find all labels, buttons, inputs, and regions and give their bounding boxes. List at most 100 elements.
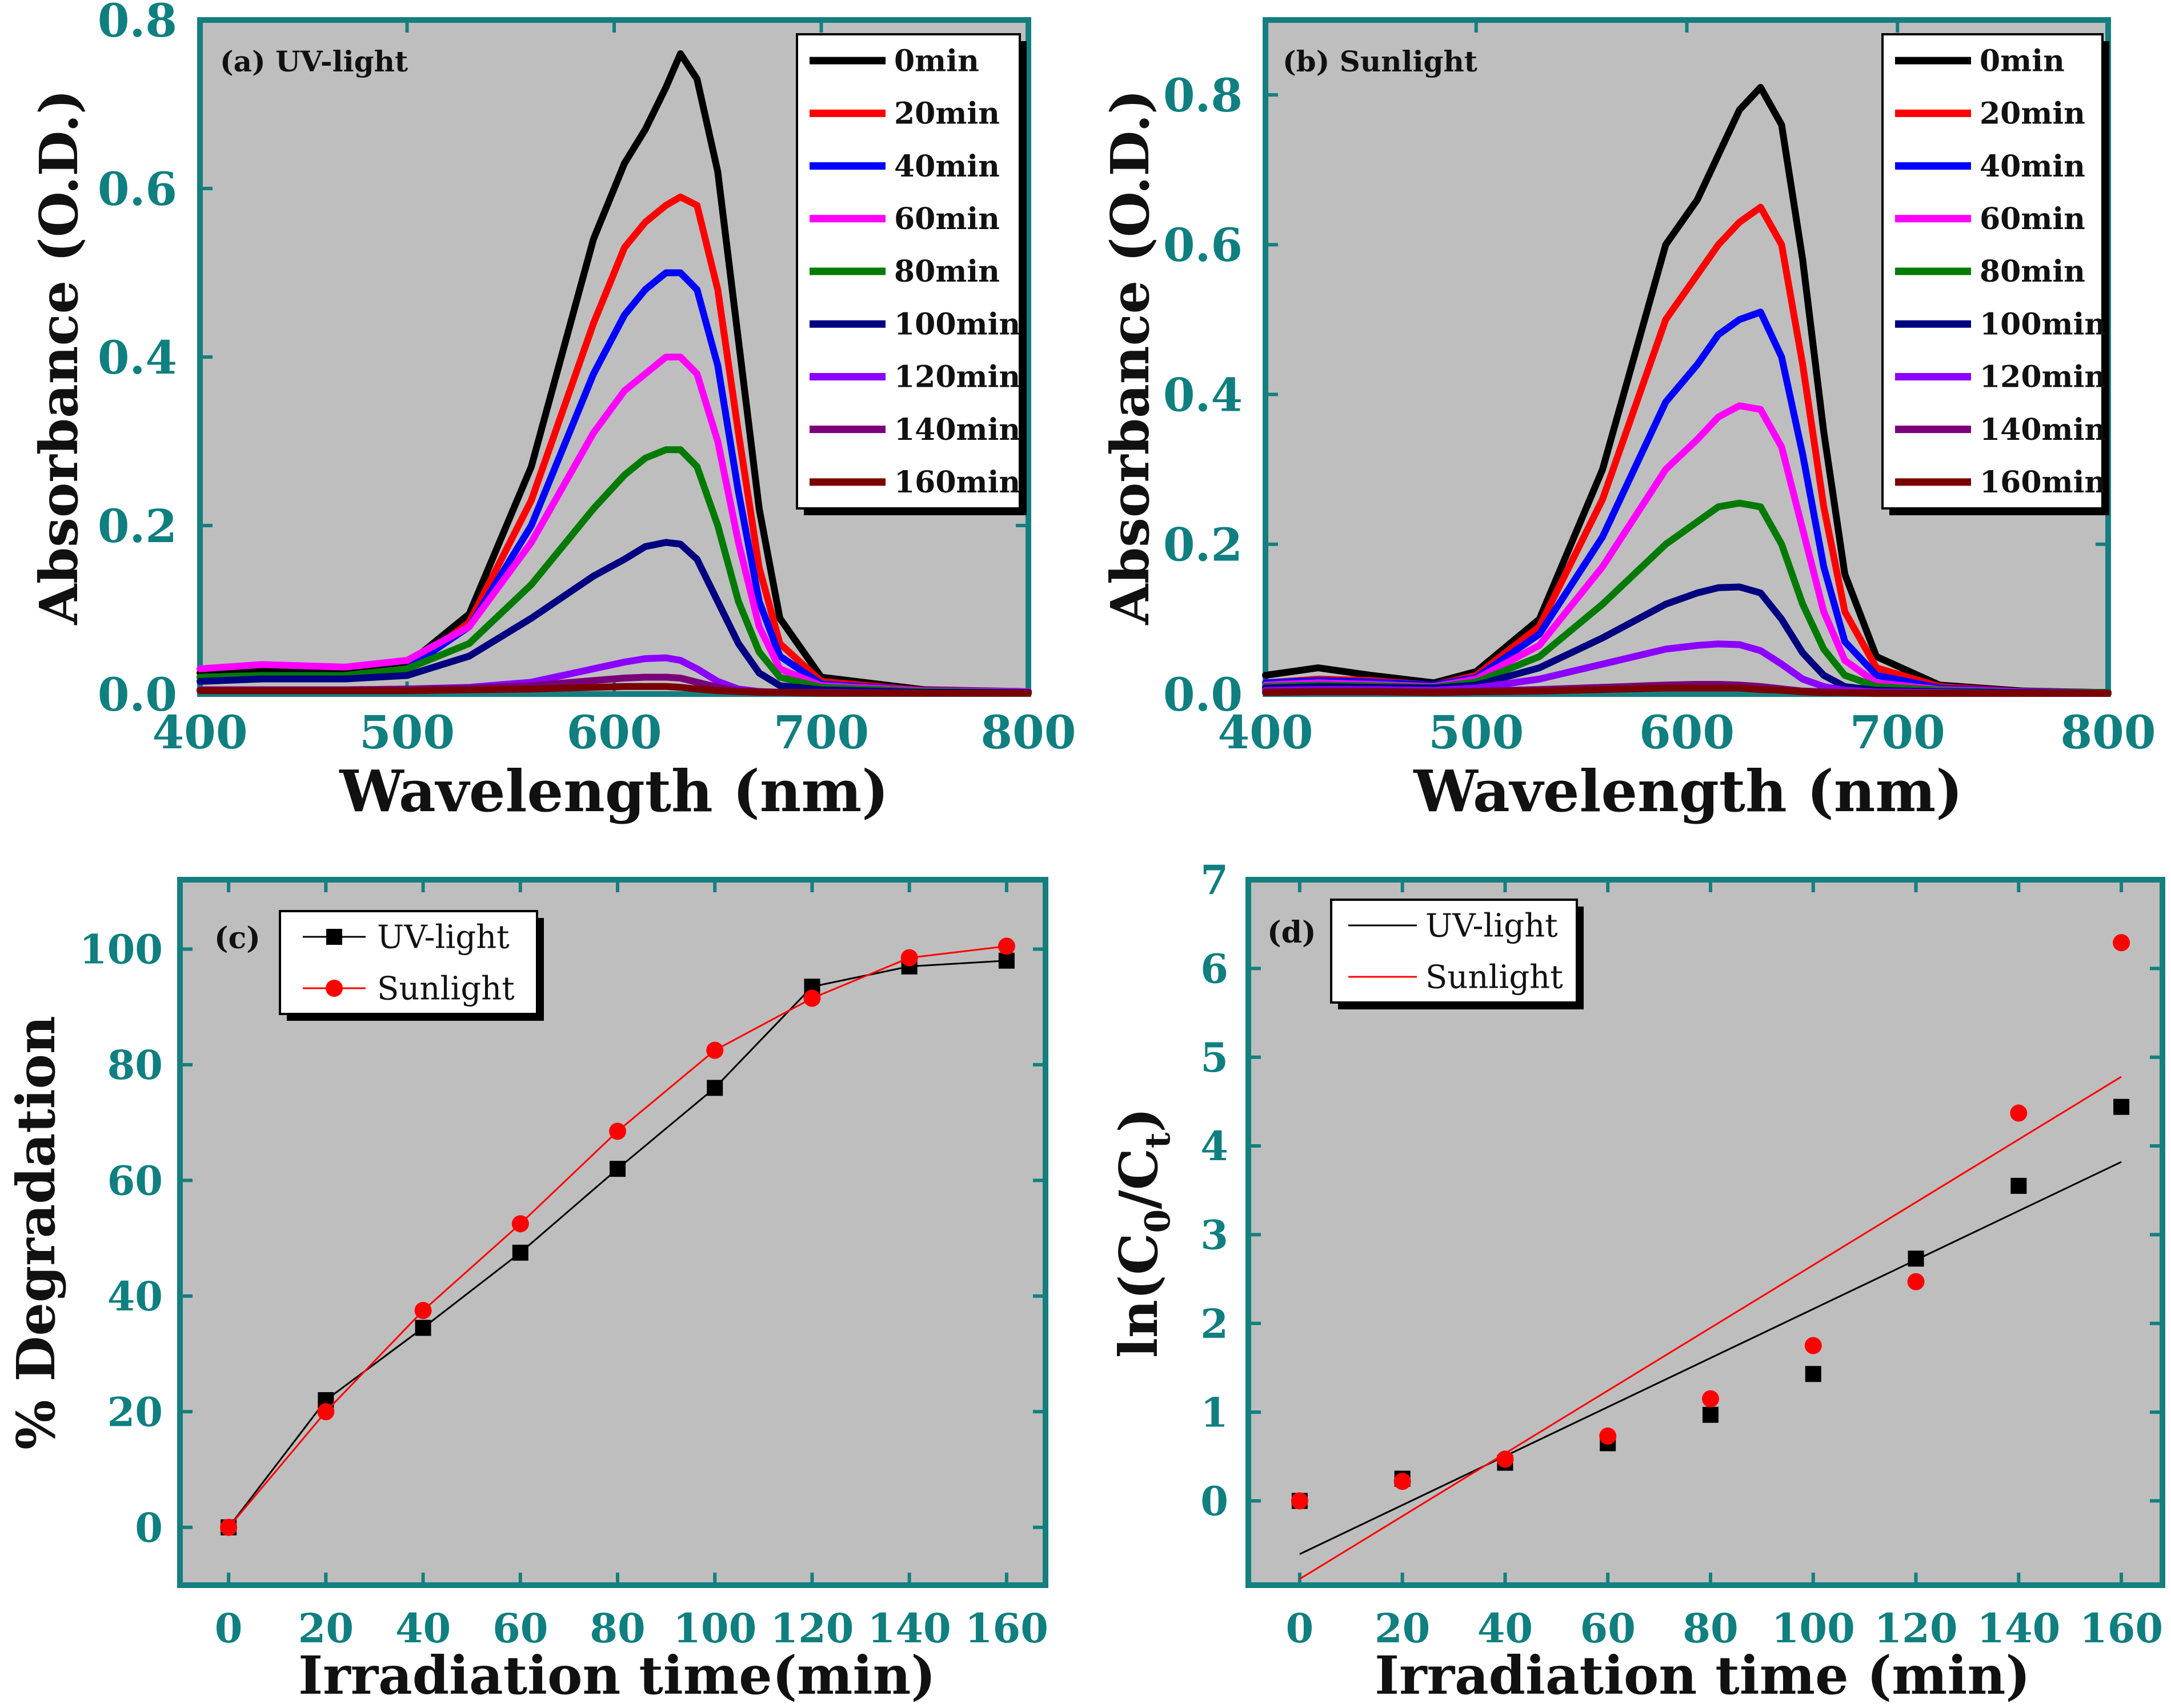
fit-line-UV-light (1299, 1161, 2122, 1555)
x-tick-label: 60 (492, 1605, 548, 1652)
legend-label: 60min (894, 202, 1000, 236)
x-tick-label: 600 (567, 705, 662, 759)
legend-label: 100min (1980, 307, 2106, 342)
x-tick-label: 120 (1874, 1605, 1957, 1652)
y-axis-title-part: ln(C (1108, 1233, 1169, 1358)
panel-c-degradation: 0 20 40 60 80 100 120 140 160 0 20 40 60 80 100 UV-ligh… (5, 877, 1048, 1706)
y-axis-title: Absorbance (O.D.) (1099, 89, 1161, 625)
y-tick-label: 0.6 (1163, 218, 1243, 272)
panel-label: (a) UV-light (220, 45, 408, 78)
y-tick-label: 0.2 (1163, 518, 1243, 572)
x-tick-label: 400 (153, 705, 248, 759)
legend-label: 60min (1980, 202, 2085, 236)
x-tick-label: 80 (590, 1605, 645, 1652)
x-tick-label: 120 (770, 1605, 854, 1652)
y-tick-label: 0 (1200, 1478, 1228, 1525)
y-axis-title: % Degradation (5, 1016, 67, 1450)
data-point-Sunlight (220, 1518, 238, 1536)
legend-label: UV-light (377, 919, 510, 956)
y-tick-label: 2 (1200, 1300, 1228, 1348)
x-tick-label: 700 (1850, 705, 1945, 759)
data-point-Sunlight (1393, 1473, 1411, 1490)
x-tick-label: 40 (1477, 1605, 1533, 1652)
data-point-Sunlight (1291, 1492, 1308, 1510)
x-tick-label: 140 (1977, 1605, 2060, 1652)
data-point-Sunlight (706, 1041, 724, 1059)
y-tick-label: 0.4 (98, 331, 177, 384)
legend-label: 20min (1980, 97, 2085, 131)
data-point-Sunlight (1496, 1450, 1514, 1468)
y-tick-label: 40 (107, 1273, 163, 1320)
legend-label: 160min (1980, 465, 2106, 500)
legend-label: 160min (894, 465, 1020, 500)
data-point-UV-light (610, 1161, 626, 1177)
legend-label: 80min (1980, 254, 2085, 289)
legend-label: 120min (894, 360, 1020, 395)
y-tick-label: 0 (135, 1504, 163, 1551)
data-point-UV-light (1702, 1406, 1719, 1423)
x-axis-title: Wavelength (nm) (339, 757, 888, 825)
x-axis-title: Wavelength (nm) (1413, 757, 1962, 825)
y-tick-label: 7 (1200, 856, 1228, 904)
data-point-UV-light (512, 1244, 528, 1261)
legend-swatch-marker (326, 980, 343, 997)
series-line-60min (197, 354, 1032, 695)
y-axis-title-part: /C (1108, 1148, 1169, 1209)
d-legend (1330, 899, 1578, 1004)
data-point-Sunlight (803, 989, 821, 1007)
panel-label: (c) (214, 921, 261, 956)
data-point-Sunlight (414, 1302, 432, 1320)
x-tick-label: 140 (868, 1605, 951, 1652)
legend-label: 40min (894, 149, 1000, 184)
legend-swatch-marker (326, 929, 342, 945)
y-tick-label: 1 (1200, 1389, 1228, 1436)
x-tick-label: 100 (1772, 1605, 1855, 1652)
data-point-UV-light (2113, 1098, 2130, 1115)
data-point-Sunlight (1599, 1428, 1617, 1445)
y-tick-label: 3 (1200, 1212, 1228, 1259)
legend-label: 100min (894, 307, 1020, 342)
x-tick-label: 20 (298, 1605, 354, 1652)
y-tick-label: 0.8 (98, 0, 177, 47)
y-tick-label: 60 (107, 1157, 163, 1205)
x-tick-label: 800 (2061, 705, 2156, 759)
panel-label: (b) Sunlight (1283, 45, 1477, 78)
y-tick-label: 100 (79, 926, 163, 973)
x-tick-label: 60 (1580, 1605, 1636, 1652)
x-tick-label: 80 (1683, 1605, 1738, 1652)
y-tick-label: 80 (107, 1041, 163, 1089)
y-tick-label: 6 (1200, 945, 1228, 993)
y-axis-title: ln(C0/Ct) (1108, 1108, 1178, 1358)
panel-a-uv-absorbance: 400 500 600 700 800 0.0 0.2 0.4 0.6 0.8 0min 20min 4… (28, 0, 1076, 825)
data-point-Sunlight (2010, 1104, 2028, 1122)
x-tick-label: 0 (215, 1605, 243, 1652)
data-point-Sunlight (1701, 1390, 1719, 1408)
data-point-Sunlight (900, 949, 918, 967)
y-tick-label: 20 (107, 1389, 163, 1436)
y-tick-label: 0.2 (98, 499, 177, 553)
x-tick-label: 400 (1218, 705, 1313, 759)
y-axis-title-part: 0 (1138, 1209, 1178, 1233)
data-point-UV-light (998, 952, 1015, 969)
series-line-80min (197, 446, 1032, 696)
x-axis-title: Irradiation time (min) (1375, 1645, 2030, 1706)
data-point-Sunlight (511, 1215, 529, 1233)
legend-label: 140min (1980, 412, 2106, 447)
y-tick-label: 0.4 (1163, 368, 1243, 422)
panel-d-kinetics: 0 20 40 60 80 100 120 140 160 0 1 2 3 4 5 6 7 UV-light Sun… (1108, 856, 2165, 1706)
y-tick-label: 0.6 (98, 162, 177, 216)
data-point-UV-light (1805, 1366, 1821, 1382)
data-point-Sunlight (2113, 934, 2130, 952)
y-axis-title-part: t (1138, 1132, 1178, 1148)
y-tick-label: 0.8 (1163, 69, 1243, 122)
y-tick-label: 5 (1200, 1034, 1228, 1081)
data-point-UV-light (1908, 1250, 1924, 1267)
legend-label: 40min (1980, 149, 2085, 184)
legend-label: Sunlight (377, 971, 515, 1008)
x-tick-label: 160 (965, 1605, 1048, 1652)
series-line-160min (1262, 684, 2112, 697)
data-point-Sunlight (1804, 1337, 1822, 1354)
legend-label: 0min (1980, 43, 2065, 78)
legend-label: UV-light (1425, 908, 1558, 945)
